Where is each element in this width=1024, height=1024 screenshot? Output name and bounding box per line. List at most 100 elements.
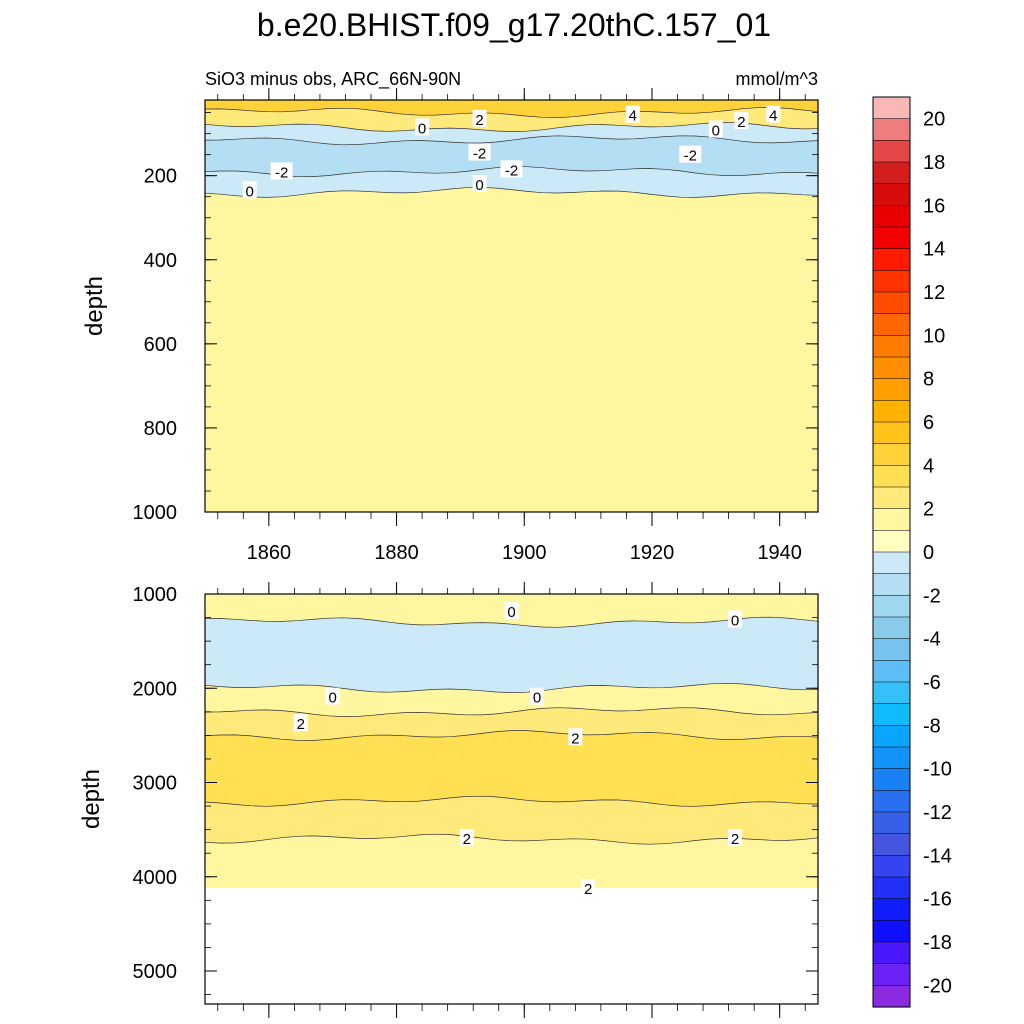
y-tick-label: 2000 xyxy=(133,678,178,700)
colorbar-swatch xyxy=(872,161,911,185)
colorbar-swatch xyxy=(872,898,911,921)
contour-label-box xyxy=(459,829,474,847)
contour-label-box xyxy=(766,105,781,123)
y-tick-label: 1000 xyxy=(133,584,178,606)
colorbar-swatch xyxy=(872,291,911,315)
contour-label-box xyxy=(325,687,340,705)
colorbar-swatch xyxy=(872,638,911,661)
colorbar-swatch xyxy=(872,378,911,401)
contour-label: 2 xyxy=(571,730,579,747)
colorbar-swatch xyxy=(872,465,911,488)
contour-label-box xyxy=(727,829,742,847)
colorbar-tick-label: -16 xyxy=(923,889,952,911)
colorbar-swatch xyxy=(872,660,911,683)
contour-line xyxy=(205,135,818,146)
colorbar-swatch xyxy=(872,508,911,531)
contour-label: 0 xyxy=(731,612,739,629)
colorbar-swatch xyxy=(872,183,911,206)
contour-label: 0 xyxy=(418,120,426,137)
colorbar-tick-label: 8 xyxy=(923,369,934,391)
colorbar-swatch xyxy=(872,768,911,791)
colorbar-tick-label: 2 xyxy=(923,499,934,521)
colorbar-swatch xyxy=(872,486,911,510)
colorbar-swatch xyxy=(872,963,911,986)
contour-line xyxy=(205,833,818,845)
lower-y-axis-label: depth xyxy=(78,769,105,829)
contour-band xyxy=(205,100,818,118)
contour-label: -2 xyxy=(473,146,486,163)
colorbar-swatch xyxy=(872,941,911,965)
chart-title: b.e20.BHIST.f09_g17.20thC.157_01 xyxy=(257,7,771,43)
contour-label: 2 xyxy=(584,881,592,898)
contour-band xyxy=(205,730,818,807)
colorbar-swatch xyxy=(872,811,911,835)
contour-label: 0 xyxy=(246,183,254,200)
upper-plot-frame xyxy=(204,99,819,513)
contour-label: 2 xyxy=(731,831,739,848)
colorbar-swatch xyxy=(872,248,911,271)
contour-line xyxy=(205,186,818,198)
colorbar-swatch xyxy=(872,876,911,900)
contour-band xyxy=(205,834,818,889)
colorbar-tick-label: 20 xyxy=(923,109,945,131)
lower-plot-frame xyxy=(204,593,819,1005)
contour-label-box xyxy=(270,162,293,180)
contour-label-box xyxy=(625,105,640,123)
chart-subtitle: SiO3 minus obs, ARC_66N-90N xyxy=(205,69,461,90)
contour-label: 2 xyxy=(463,831,471,848)
colorbar-swatch xyxy=(872,595,911,618)
contour-band xyxy=(205,122,818,145)
contour-line xyxy=(205,682,818,693)
y-tick-label: 3000 xyxy=(133,773,178,795)
colorbar-swatch xyxy=(872,205,911,228)
colorbar-swatch xyxy=(872,335,911,358)
contour-label: 2 xyxy=(297,716,305,733)
contour-label-box xyxy=(568,728,583,746)
colorbar-tick-label: -12 xyxy=(923,802,952,824)
contour-label-box xyxy=(504,601,519,619)
contour-line xyxy=(205,107,818,118)
colorbar-swatch xyxy=(872,270,911,293)
colorbar-tick-label: -2 xyxy=(923,585,941,607)
contour-band xyxy=(205,187,818,512)
y-tick-label: 4000 xyxy=(133,867,178,889)
contour-label: 4 xyxy=(629,108,637,125)
contour-label: 0 xyxy=(507,604,515,621)
contour-label-box xyxy=(293,714,308,732)
colorbar-swatch xyxy=(872,746,911,770)
contour-label-box xyxy=(727,610,742,628)
contour-line xyxy=(205,616,818,628)
lower-contour-fills xyxy=(205,594,818,889)
contour-line xyxy=(205,730,818,741)
lower-contour-labels: 0 0 0 0 2 2 2 2 2 xyxy=(293,601,742,898)
colorbar-swatch xyxy=(872,551,911,575)
colorbar-tick-label: -6 xyxy=(923,672,941,694)
contour-band xyxy=(205,166,818,198)
colorbar-tick-label: -14 xyxy=(923,845,952,867)
contour-label-box xyxy=(708,120,723,138)
contour-label-box xyxy=(500,160,523,178)
contour-label: 0 xyxy=(712,122,720,139)
contour-band xyxy=(205,135,818,177)
contour-label: 0 xyxy=(475,177,483,194)
colorbar-swatch xyxy=(872,421,911,445)
contour-label: -2 xyxy=(505,162,518,179)
colorbar-swatch xyxy=(872,681,911,705)
colorbar-swatch xyxy=(872,443,911,466)
colorbar-swatch xyxy=(872,400,911,423)
contour-label-box xyxy=(530,687,545,705)
colorbar-swatch xyxy=(872,573,911,596)
upper-contour-lines xyxy=(205,107,818,198)
x-tick-label: 1860 xyxy=(247,542,292,564)
contour-band xyxy=(205,617,818,693)
x-tick-label: 1940 xyxy=(757,542,802,564)
colorbar-swatch xyxy=(872,833,911,856)
colorbar-swatch xyxy=(872,226,911,250)
colorbar-swatch xyxy=(872,96,911,120)
colorbar-swatch xyxy=(872,725,911,748)
contour-label: 0 xyxy=(329,690,337,707)
